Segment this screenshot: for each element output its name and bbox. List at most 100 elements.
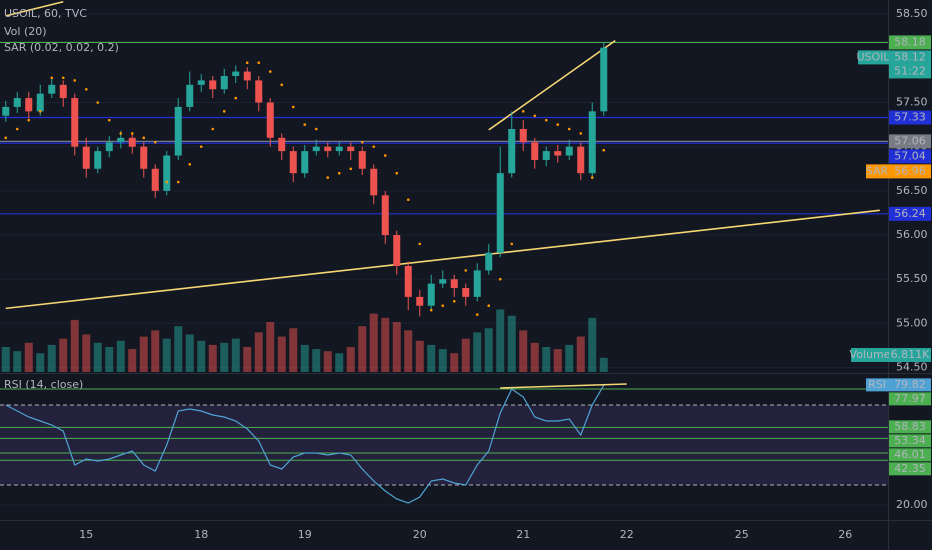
volume-bar — [185, 334, 194, 372]
candle-body — [36, 93, 44, 112]
candle-body — [197, 80, 205, 85]
volume-bar — [220, 342, 229, 372]
volume-bar — [13, 351, 22, 372]
sar-dot — [475, 313, 479, 316]
candle-body — [381, 195, 389, 236]
volume-bar — [197, 340, 206, 372]
sar-dot — [280, 83, 284, 87]
candle-body — [71, 98, 79, 147]
x-tick-label: 26 — [838, 528, 852, 541]
close-label: 58.12 — [894, 50, 926, 63]
candle-body — [105, 142, 113, 152]
volume-bar — [208, 344, 217, 372]
volume-bar — [82, 334, 91, 372]
volume-bar — [438, 349, 447, 372]
rsi-band-fill — [0, 405, 888, 485]
rsi-trendline — [500, 383, 627, 389]
candle-body — [140, 146, 148, 169]
candle-body — [151, 168, 159, 191]
candle-body — [542, 151, 550, 160]
sar-dot — [326, 176, 330, 179]
volume-bar — [565, 344, 574, 372]
sar-dot — [487, 304, 491, 308]
sar-dot — [142, 136, 146, 140]
price-label: 57.33 — [894, 111, 926, 124]
candle-body — [243, 71, 251, 81]
volume-bar — [404, 330, 413, 372]
sar-dot — [418, 242, 422, 246]
x-tick-label: 21 — [516, 528, 530, 541]
volume-bar — [139, 336, 148, 372]
plot-layer — [0, 0, 888, 506]
y-tick-label: 56.50 — [896, 184, 928, 197]
candle-body — [13, 98, 21, 107]
volume-bar — [415, 340, 424, 372]
sar-dot — [50, 76, 54, 80]
sar-dot — [556, 123, 560, 126]
sar-dot — [337, 171, 341, 175]
rsi-level-label: 58.83 — [894, 420, 926, 433]
volume-bar — [162, 338, 171, 372]
y-tick-label: 54.50 — [896, 361, 928, 374]
volume-bar — [59, 338, 68, 372]
sar-dot — [188, 163, 192, 166]
sar-legend: SAR (0.02, 0.02, 0.2) — [4, 41, 119, 54]
sar-dot — [383, 154, 387, 157]
rsi-level-box — [889, 420, 931, 434]
y-tick-label: 55.00 — [896, 316, 928, 329]
price-label: 57.04 — [894, 149, 926, 162]
candle-body — [485, 252, 493, 271]
sar-dot — [153, 140, 157, 144]
volume-bar — [36, 353, 45, 372]
volume-bar — [289, 328, 298, 372]
rsi-tag: RSI — [868, 378, 886, 391]
volume-tag-box — [851, 348, 889, 362]
volume-bar — [312, 349, 321, 372]
candle-body — [565, 146, 573, 156]
sar-dot — [452, 300, 456, 303]
volume-bar — [151, 330, 160, 372]
candle-body — [59, 84, 67, 99]
volume-bar — [496, 309, 505, 372]
volume-bar — [346, 347, 355, 372]
candle-body — [48, 84, 56, 94]
sar-label: 56.96 — [894, 164, 926, 177]
volume-bar — [507, 315, 516, 372]
volume-bar — [358, 326, 367, 372]
volume-bar — [461, 338, 470, 372]
candle-body — [588, 111, 596, 174]
candle-body — [163, 155, 171, 191]
price-label-box — [889, 110, 931, 125]
volume-bar — [231, 338, 240, 372]
sar-dot — [533, 114, 537, 118]
rsi-value-box — [889, 378, 931, 392]
trendline — [5, 209, 880, 310]
sar-dot — [544, 118, 548, 122]
sar-dot — [96, 101, 100, 104]
candle-body — [186, 84, 194, 107]
close-label-box — [889, 50, 931, 79]
sar-dot — [314, 127, 318, 131]
candle-body — [439, 279, 447, 284]
volume-bar — [450, 353, 459, 372]
volume-bar — [392, 322, 401, 372]
volume-bar — [576, 336, 585, 372]
rsi-level-label: 53.34 — [894, 434, 926, 447]
volume-bar — [599, 357, 608, 372]
volume-bar — [1, 347, 10, 372]
sar-dot — [61, 76, 65, 80]
countdown: 51:22 — [894, 64, 926, 77]
rsi-level-box — [889, 392, 931, 406]
candle-body — [312, 146, 320, 152]
volume-bar — [70, 319, 79, 372]
volume-legend: Vol (20) — [4, 25, 47, 38]
sar-dot — [119, 132, 123, 135]
rsi-level-label: 42.35 — [894, 462, 926, 475]
candle-body — [531, 142, 539, 160]
x-tick-label: 18 — [194, 528, 208, 541]
candle-body — [25, 98, 33, 112]
candle-body — [347, 146, 355, 152]
volume-label-box — [889, 348, 931, 362]
volume-bar — [116, 340, 125, 372]
